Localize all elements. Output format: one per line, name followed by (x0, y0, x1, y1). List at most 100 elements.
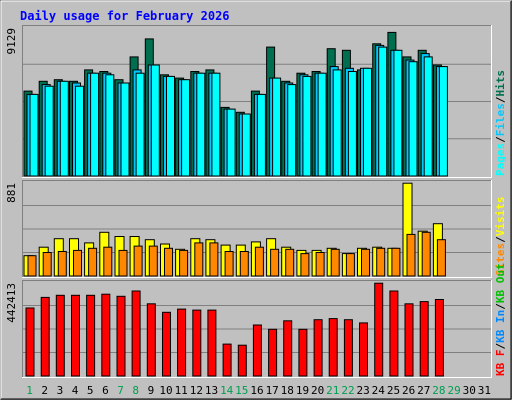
bar-kb-f (434, 299, 444, 377)
x-tick-label: 14 (220, 384, 234, 397)
x-tick-label: 17 (266, 384, 279, 397)
panel-legend: Sites/Visits (494, 197, 507, 277)
bar-pages (44, 85, 54, 177)
bar-pages (29, 93, 39, 177)
x-tick-label: 23 (356, 384, 369, 397)
y-max-label: 9129 (5, 28, 18, 55)
bar-kb-f (328, 318, 338, 377)
x-tick-label: 4 (72, 384, 79, 397)
bar-kb-f (116, 295, 126, 377)
x-tick-label: 9 (148, 384, 155, 397)
bar-sites (57, 251, 67, 277)
x-tick-label: 15 (235, 384, 248, 397)
x-tick-label: 5 (87, 384, 94, 397)
bar-sites (330, 248, 340, 277)
x-tick-label: 12 (190, 384, 203, 397)
bar-sites (254, 246, 264, 277)
bar-sites (315, 252, 325, 277)
bar-kb-f (343, 319, 353, 377)
x-tick-label: 19 (296, 384, 309, 397)
bar-kb-f (71, 294, 80, 377)
bar-pages (135, 72, 145, 177)
bar-pages (347, 71, 357, 177)
bar-kb-f (207, 309, 217, 377)
bar-kb-f (268, 328, 278, 377)
bar-kb-f (131, 290, 141, 377)
bar-sites (88, 247, 98, 277)
x-tick-label: 6 (102, 384, 109, 397)
legend-entry-kb-in: KB In (494, 310, 507, 343)
bar-sites (345, 253, 355, 277)
legend-separator: / (494, 303, 507, 310)
bar-kb-f (55, 294, 65, 377)
bar-kb-f (162, 311, 171, 377)
x-tick-label: 13 (205, 384, 218, 397)
x-tick-label: 27 (417, 384, 430, 397)
bar-sites (164, 247, 173, 277)
bar-pages (75, 85, 84, 177)
bar-sites (285, 248, 295, 277)
legend-separator: / (494, 236, 507, 243)
bar-kb-f (298, 328, 308, 377)
bar-sites (27, 255, 37, 277)
bar-kb-f (252, 324, 262, 377)
x-tick-label: 29 (447, 384, 460, 397)
x-axis-labels: 1 2 3 4 5 6 7 8 9 10 11 12 13 14 15 16 17 18 19 20 21 22 23 24 2… (26, 384, 491, 397)
bar-sites (376, 247, 386, 277)
legend-entry-files: Files (494, 103, 507, 136)
x-tick-label: 10 (159, 384, 172, 397)
bar-kb-f (237, 344, 247, 377)
legend-entry-sites: Sites (494, 243, 507, 276)
bar-pages (287, 84, 297, 177)
bar-kb-f (86, 294, 96, 377)
bar-sites (133, 245, 143, 277)
panel-legend: Pages/Files/Hits (494, 70, 507, 176)
bar-sites (361, 248, 370, 277)
bar-kb-f (177, 308, 187, 377)
bar-kb-f (222, 343, 232, 377)
bar-pages (332, 69, 342, 177)
bar-pages (317, 72, 327, 177)
bar-sites (103, 246, 113, 277)
bar-pages (256, 93, 266, 177)
x-tick-label: 16 (250, 384, 263, 397)
bar-sites (42, 252, 52, 277)
x-tick-label: 28 (432, 384, 445, 397)
bar-pages (166, 75, 175, 177)
bar-sites (406, 233, 416, 277)
x-tick-label: 7 (117, 384, 124, 397)
bar-pages (226, 108, 236, 177)
bar-pages (120, 82, 130, 177)
legend-separator: / (494, 136, 507, 143)
legend-entry-kb-f: KB F (494, 350, 507, 377)
x-tick-label: 3 (57, 384, 64, 397)
x-tick-label: 21 (326, 384, 339, 397)
legend-entry-hits: Hits (494, 70, 507, 97)
bar-kb-f (283, 320, 293, 377)
legend-separator: / (494, 343, 507, 350)
x-tick-label: 1 (26, 384, 33, 397)
legend-entry-visits: Visits (494, 197, 507, 237)
bar-pages (241, 113, 251, 177)
legend-separator: / (494, 96, 507, 103)
bar-sites (239, 251, 249, 277)
bar-pages (438, 66, 448, 177)
bar-kb-f (374, 282, 384, 377)
bar-pages (196, 72, 206, 177)
bar-kb-f (146, 303, 156, 377)
x-tick-label: 24 (372, 384, 386, 397)
chart-title: Daily usage for February 2026 (20, 9, 230, 23)
x-tick-label: 2 (41, 384, 48, 397)
legend-entry-kb-out: KB Out (494, 263, 507, 303)
bar-sites (209, 242, 219, 277)
bar-sites (179, 249, 189, 277)
x-tick-label: 26 (402, 384, 415, 397)
bar-pages (105, 74, 115, 177)
legend-entry-pages: Pages (494, 143, 507, 176)
panel-legend: KB F/KB In/KB Out (494, 263, 507, 376)
x-tick-label: 18 (281, 384, 294, 397)
bar-kb-f (25, 307, 35, 377)
bar-kb-f (359, 322, 368, 377)
